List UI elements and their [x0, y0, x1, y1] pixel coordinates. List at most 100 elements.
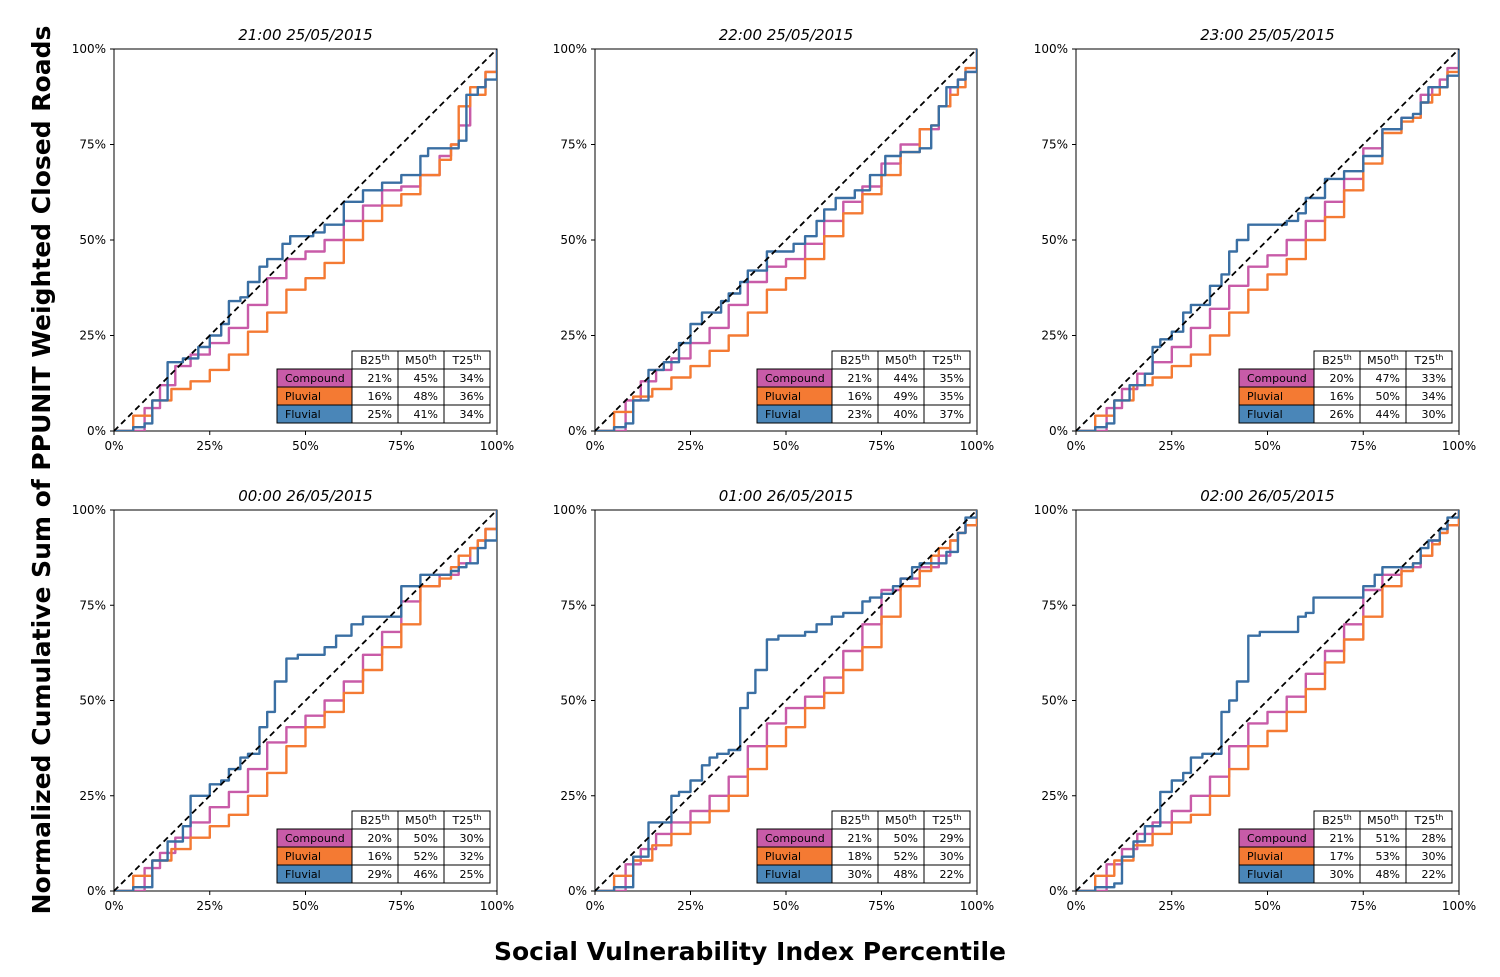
table-cell	[443, 404, 491, 424]
x-tick-label: 0%	[1066, 439, 1085, 453]
y-tick-label: 100%	[553, 503, 587, 517]
table-header-label: B25th	[840, 813, 870, 827]
x-tick-label: 25%	[196, 439, 223, 453]
table-cell-value: 36%	[460, 390, 484, 403]
y-tick-label: 0%	[1049, 884, 1068, 898]
equality-line	[113, 509, 498, 892]
table-cell-value: 49%	[894, 390, 918, 403]
table-cell-value: 16%	[1330, 390, 1354, 403]
table-cell-value: 35%	[940, 390, 964, 403]
table-cell-value: 22%	[1422, 868, 1446, 881]
table-row-label: Compound	[1247, 372, 1307, 385]
table-cell-value: 21%	[848, 372, 872, 385]
chart-panel: 02:00 26/05/2015 0%0% 25% 25% 50% 50% 75% 75% 10…	[1034, 487, 1476, 913]
table-header-label: T25th	[452, 353, 482, 367]
table-cell-value: 30%	[460, 832, 484, 845]
table-row-label: Pluvial	[285, 850, 321, 863]
table-header-label: B25th	[360, 813, 390, 827]
table-cell-value: 20%	[368, 832, 392, 845]
y-tick-label: 100%	[1034, 42, 1068, 56]
y-tick-label: 25%	[1041, 789, 1068, 803]
chart-panel: 00:00 26/05/2015 0%0% 25% 25% 50% 50% 75% 75% 10…	[72, 487, 514, 913]
y-tick-label: 75%	[1041, 138, 1068, 152]
table-cell-value: 35%	[940, 372, 964, 385]
chart-panel: 01:00 26/05/2015 0%0% 25% 25% 50% 50% 75% 75% 10…	[553, 487, 994, 913]
table-cell-value: 50%	[894, 832, 918, 845]
table-header-label: T25th	[452, 813, 482, 827]
y-tick-label: 50%	[560, 694, 587, 708]
y-tick-label: 0%	[87, 424, 106, 438]
table-header-label: B25th	[360, 353, 390, 367]
table-cell-value: 26%	[1330, 408, 1354, 421]
y-tick-label: 75%	[560, 138, 587, 152]
y-tick-label: 50%	[79, 233, 106, 247]
table-cell-value: 44%	[1376, 408, 1400, 421]
table-cell-value: 17%	[1330, 850, 1354, 863]
equality-line	[113, 48, 498, 432]
series-line-fluvial	[595, 49, 977, 431]
table-cell-value: 53%	[1376, 850, 1400, 863]
table-cell-value: 41%	[414, 408, 438, 421]
equality-line	[1075, 48, 1460, 432]
y-tick-label: 100%	[72, 503, 106, 517]
x-tick-label: 75%	[1350, 899, 1377, 913]
x-tick-label: 25%	[677, 899, 704, 913]
y-tick-label: 0%	[87, 884, 106, 898]
y-tick-label: 25%	[79, 329, 106, 343]
table-cell-value: 29%	[368, 868, 392, 881]
equality-line	[1075, 509, 1460, 892]
x-tick-label: 75%	[388, 439, 415, 453]
y-tick-label: 100%	[72, 42, 106, 56]
panels: 21:00 25/05/20150%0%25%25%50%50%75%75%10…	[72, 26, 1476, 913]
table-cell-value: 16%	[368, 390, 392, 403]
table-cell-value: 25%	[460, 868, 484, 881]
table-cell-value: 48%	[414, 390, 438, 403]
x-tick-label: 50%	[1254, 439, 1281, 453]
x-tick-label: 50%	[292, 899, 319, 913]
table-row-label: Pluvial	[765, 850, 801, 863]
table-cell-value: 34%	[1422, 390, 1446, 403]
table-header-label: T25th	[932, 353, 962, 367]
series-line-fluvial	[1076, 49, 1459, 431]
x-tick-label: 100%	[960, 439, 994, 453]
table-cell-value: 20%	[1330, 372, 1354, 385]
table-row-label: Fluvial	[1247, 408, 1283, 421]
table-row-label: Fluvial	[765, 408, 801, 421]
table-cell	[923, 864, 971, 884]
series-line-pluvial	[595, 510, 977, 891]
table-cell-value: 40%	[894, 408, 918, 421]
table-cell-value: 37%	[940, 408, 964, 421]
chart-title: 01:00 26/05/2015	[719, 487, 853, 505]
table-cell-value: 21%	[1330, 832, 1354, 845]
x-tick-label: 100%	[1442, 899, 1476, 913]
table-cell-value: 51%	[1376, 832, 1400, 845]
x-tick-label: 0%	[585, 439, 604, 453]
chart-title: 00:00 26/05/2015	[238, 487, 372, 505]
table-header-label: M50th	[885, 813, 917, 827]
table-cell-value: 46%	[414, 868, 438, 881]
table-cell-value: 45%	[414, 372, 438, 385]
x-axis-label: Social Vulnerability Index Percentile	[494, 937, 1006, 966]
series-line-pluvial	[1076, 510, 1459, 891]
x-tick-label: 0%	[585, 899, 604, 913]
y-tick-label: 50%	[1041, 233, 1068, 247]
table-header-label: M50th	[1367, 813, 1399, 827]
table-row-label: Fluvial	[765, 868, 801, 881]
y-tick-label: 75%	[79, 138, 106, 152]
table-cell	[1405, 404, 1453, 424]
x-tick-label: 75%	[388, 899, 415, 913]
y-tick-label: 75%	[1041, 598, 1068, 612]
x-tick-label: 75%	[868, 899, 895, 913]
stats-table: B25th M50th T25th Compound 21% 44% 35% Pluvial 1…	[756, 350, 971, 424]
x-tick-label: 100%	[480, 899, 514, 913]
series-line-fluvial	[114, 510, 497, 891]
table-header-label: M50th	[885, 353, 917, 367]
chart-title: 22:00 25/05/2015	[719, 26, 853, 44]
series-line-fluvial	[595, 510, 977, 891]
table-cell-value: 34%	[460, 408, 484, 421]
y-tick-label: 0%	[568, 424, 587, 438]
stats-table: B25th M50th T25th Compound 20% 50% 30% Pluvial 1…	[276, 810, 491, 884]
y-tick-label: 75%	[79, 598, 106, 612]
table-header-label: T25th	[932, 813, 962, 827]
